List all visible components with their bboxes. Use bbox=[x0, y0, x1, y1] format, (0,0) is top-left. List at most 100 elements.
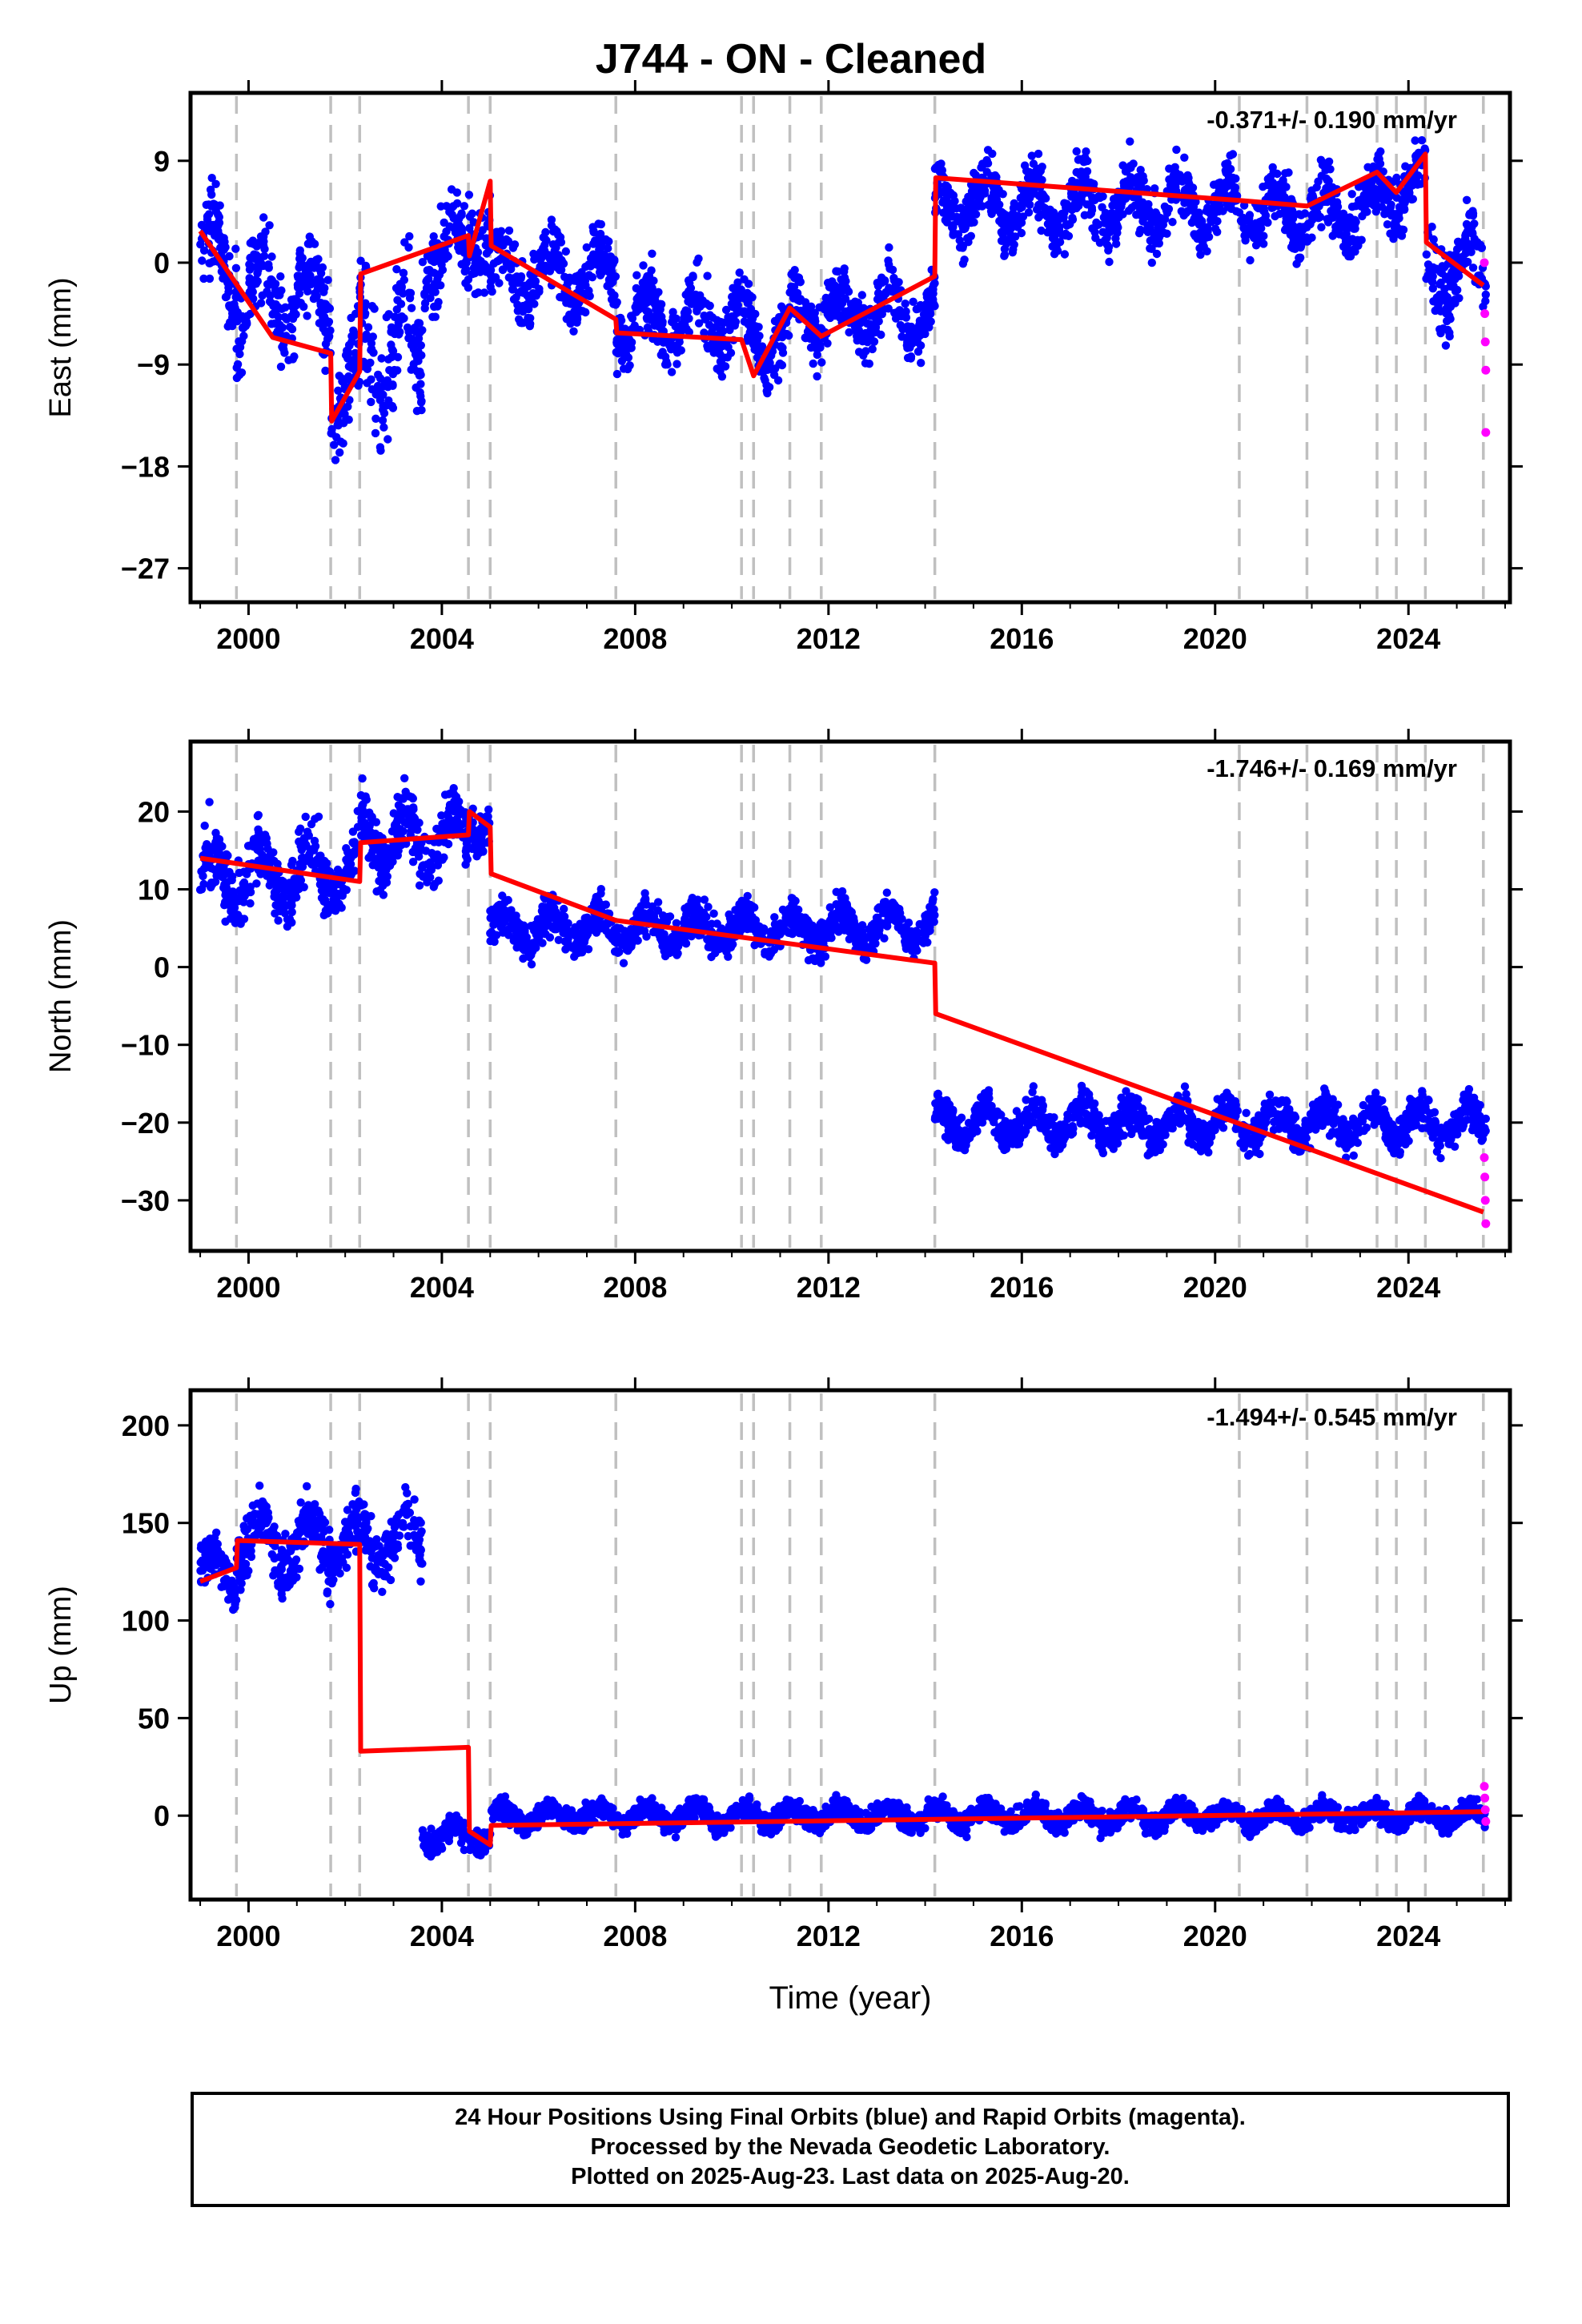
data-point-2460 bbox=[1221, 159, 1230, 169]
data-point-1689 bbox=[912, 927, 921, 935]
data-point-1608 bbox=[555, 911, 564, 920]
data-point-1280 bbox=[681, 290, 690, 300]
data-point-1020 bbox=[489, 259, 499, 268]
data-point-1741 bbox=[854, 326, 864, 335]
data-point-524 bbox=[384, 396, 393, 405]
data-point-1795 bbox=[915, 320, 924, 329]
data-point-495 bbox=[363, 333, 372, 342]
data-point-1798 bbox=[788, 283, 797, 292]
data-point-642 bbox=[427, 255, 436, 265]
data-point-351 bbox=[331, 456, 340, 464]
data-point-1756 bbox=[853, 334, 862, 343]
data-point-2240 bbox=[1072, 167, 1081, 177]
data-point-1180 bbox=[804, 955, 813, 965]
data-point-2462 bbox=[1213, 227, 1222, 236]
data-point-2568 bbox=[954, 230, 963, 239]
data-point-971 bbox=[607, 256, 616, 265]
data-point-1801 bbox=[906, 354, 916, 363]
data-point-2094 bbox=[1180, 153, 1189, 162]
data-point-2757 bbox=[1328, 231, 1337, 240]
data-point-934 bbox=[596, 231, 604, 240]
data-point-550 bbox=[408, 793, 416, 802]
data-point-2546 bbox=[1070, 200, 1079, 210]
data-point-1267 bbox=[538, 939, 547, 947]
data-point-1806 bbox=[923, 287, 932, 297]
data-point-952 bbox=[525, 322, 534, 331]
data-point-588 bbox=[401, 787, 410, 796]
data-point-58 bbox=[197, 220, 207, 230]
data-point-1657 bbox=[917, 359, 926, 368]
data-point-1595 bbox=[817, 959, 825, 967]
data-point-643 bbox=[403, 805, 412, 814]
data-point-389 bbox=[278, 876, 287, 886]
data-point-579 bbox=[436, 202, 445, 211]
data-point-1268 bbox=[669, 313, 677, 322]
data-point-713 bbox=[464, 191, 474, 199]
data-point-450 bbox=[404, 243, 413, 252]
data-point-800 bbox=[561, 247, 570, 256]
data-point-2517 bbox=[1190, 207, 1199, 216]
data-point-240 bbox=[205, 798, 214, 806]
data-point-2577 bbox=[1038, 175, 1046, 184]
data-point-774 bbox=[569, 327, 578, 336]
data-point-1647 bbox=[496, 904, 505, 914]
data-point-1686 bbox=[550, 925, 559, 934]
data-point-242 bbox=[280, 312, 289, 322]
data-point-2506 bbox=[1200, 227, 1209, 236]
data-point-1685 bbox=[521, 936, 530, 945]
data-point-376 bbox=[310, 836, 319, 846]
data-point-3040 bbox=[1392, 193, 1401, 202]
data-point-533 bbox=[367, 375, 375, 384]
data-point-1443 bbox=[749, 339, 757, 348]
data-point-461 bbox=[415, 881, 424, 890]
data-point-1698 bbox=[865, 360, 874, 368]
data-point-1822 bbox=[841, 281, 849, 291]
data-point-2226 bbox=[1034, 149, 1043, 159]
data-point-1342 bbox=[713, 316, 721, 324]
data-point-1446 bbox=[746, 324, 756, 333]
data-point-1385 bbox=[873, 904, 882, 913]
data-point-316 bbox=[239, 878, 249, 887]
data-point-2561 bbox=[957, 204, 966, 213]
data-point-654 bbox=[453, 821, 462, 830]
data-point-51 bbox=[221, 243, 230, 251]
data-point-1286 bbox=[683, 307, 693, 316]
data-point-609 bbox=[426, 873, 435, 882]
data-point-2862 bbox=[1263, 218, 1272, 227]
data-point-2504 bbox=[994, 186, 1003, 195]
data-point-2320 bbox=[1136, 198, 1145, 207]
data-point-2526 bbox=[1195, 215, 1205, 223]
data-point-3174 bbox=[1464, 247, 1474, 255]
data-point-643 bbox=[452, 188, 462, 197]
data-point-319 bbox=[259, 241, 268, 250]
data-point-2535 bbox=[1154, 223, 1163, 231]
data-point-89 bbox=[216, 841, 225, 850]
data-point-664 bbox=[432, 281, 442, 290]
data-point-2564 bbox=[1231, 174, 1240, 183]
data-point-3035 bbox=[1411, 136, 1419, 145]
data-point-2210 bbox=[1162, 208, 1172, 218]
data-point-239 bbox=[233, 317, 242, 326]
data-point-486 bbox=[393, 352, 403, 362]
data-point-2493 bbox=[1006, 231, 1015, 239]
data-point-2193 bbox=[941, 181, 950, 190]
data-point-3027 bbox=[1389, 235, 1398, 243]
data-point-1266 bbox=[743, 891, 752, 901]
data-point-2421 bbox=[939, 187, 948, 197]
data-point-299 bbox=[239, 332, 248, 340]
data-point-961 bbox=[556, 292, 564, 302]
data-point-948 bbox=[596, 271, 605, 279]
data-point-1304 bbox=[632, 295, 641, 304]
data-point-456 bbox=[383, 435, 392, 444]
data-point-1748 bbox=[841, 307, 851, 316]
data-point-3107 bbox=[1462, 195, 1472, 204]
data-point-1332 bbox=[641, 297, 650, 306]
data-point-235 bbox=[319, 324, 327, 333]
data-point-1691 bbox=[921, 915, 930, 925]
data-point-546 bbox=[388, 369, 398, 379]
data-point-511 bbox=[383, 376, 391, 385]
data-point-371 bbox=[254, 856, 263, 866]
panel-2: 2000 2004 2008 2012 2016 2020 2024−30−20−10010… bbox=[44, 729, 1523, 1304]
data-point-2383 bbox=[1078, 155, 1086, 164]
data-point-2879 bbox=[1260, 207, 1269, 216]
